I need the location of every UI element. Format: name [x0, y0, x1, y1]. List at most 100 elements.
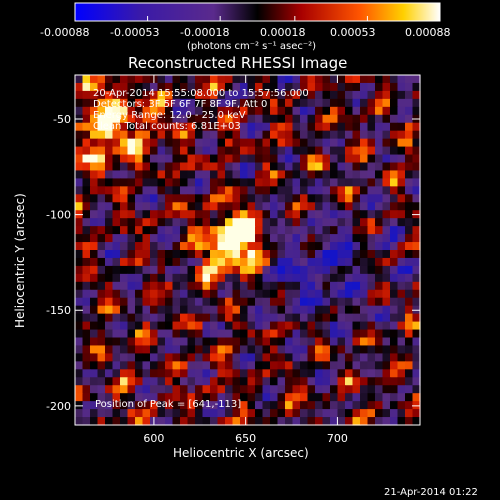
heatmap-cell — [337, 170, 346, 179]
heatmap-cell — [330, 138, 339, 148]
heatmap-cell — [232, 273, 241, 283]
heatmap-cell — [405, 337, 414, 347]
heatmap-cell — [75, 170, 84, 179]
heatmap-cell — [165, 162, 174, 172]
heatmap-cell — [127, 226, 136, 235]
heatmap-cell — [82, 289, 91, 299]
heatmap-cell — [210, 114, 219, 124]
heatmap-cell — [247, 313, 256, 323]
heatmap-cell — [225, 114, 234, 124]
heatmap-cell — [210, 321, 219, 331]
heatmap-cell — [75, 273, 84, 283]
heatmap-cell — [187, 130, 196, 140]
heatmap-cell — [90, 329, 99, 339]
heatmap-cell — [240, 194, 249, 203]
heatmap-cell — [292, 130, 301, 140]
heatmap-cell — [292, 361, 301, 370]
heatmap-cell — [292, 146, 301, 156]
heatmap-cell — [240, 234, 249, 243]
heatmap-cell — [165, 82, 174, 92]
heatmap-cell — [367, 106, 376, 116]
heatmap-cell — [232, 321, 241, 331]
heatmap-cell — [300, 234, 309, 243]
heatmap-cell — [360, 297, 369, 307]
heatmap-cell — [315, 146, 324, 156]
heatmap-cell — [337, 138, 346, 148]
heatmap-cell — [270, 146, 279, 156]
heatmap-cell — [165, 281, 174, 291]
heatmap-cell — [360, 98, 369, 108]
heatmap-cell — [360, 393, 369, 402]
heatmap-cell — [367, 409, 376, 418]
heatmap-cell — [262, 178, 271, 187]
heatmap-cell — [255, 369, 264, 378]
heatmap-cell — [285, 369, 294, 378]
heatmap-cell — [150, 377, 159, 386]
heatmap-cell — [300, 393, 309, 402]
heatmap-cell — [390, 369, 399, 378]
heatmap-cell — [390, 265, 399, 275]
heatmap-cell — [285, 186, 294, 195]
heatmap-cell — [300, 401, 309, 410]
heatmap-cell — [247, 377, 256, 386]
heatmap-cell — [210, 75, 219, 84]
heatmap-cell — [277, 146, 286, 156]
heatmap-cell — [375, 218, 384, 227]
heatmap-cell — [255, 154, 264, 164]
heatmap-cell — [202, 297, 211, 307]
heatmap-cell — [217, 242, 226, 251]
heatmap-cell — [315, 98, 324, 108]
heatmap-cell — [330, 337, 339, 347]
heatmap-cell — [270, 377, 279, 386]
heatmap-cell — [405, 401, 414, 410]
heatmap-cell — [120, 106, 129, 116]
heatmap-cell — [337, 75, 346, 84]
heatmap-cell — [165, 234, 174, 243]
heatmap-cell — [397, 242, 406, 251]
heatmap-cell — [375, 90, 384, 100]
heatmap-cell — [97, 210, 106, 219]
heatmap-cell — [345, 218, 354, 227]
heatmap-cell — [210, 90, 219, 100]
heatmap-cell — [202, 178, 211, 187]
heatmap-cell — [180, 353, 189, 362]
heatmap-cell — [195, 369, 204, 378]
heatmap-cell — [195, 210, 204, 219]
heatmap-cell — [97, 122, 106, 132]
heatmap-cell — [127, 265, 136, 275]
heatmap-cell — [225, 98, 234, 108]
heatmap-cell — [382, 75, 391, 84]
heatmap-cell — [172, 130, 181, 140]
heatmap-cell — [337, 82, 346, 92]
heatmap-cell — [195, 353, 204, 362]
heatmap-cell — [195, 281, 204, 291]
heatmap-cell — [135, 218, 144, 227]
heatmap-cell — [225, 202, 234, 211]
heatmap-cell — [397, 305, 406, 315]
heatmap-cell — [97, 265, 106, 275]
heatmap-cell — [120, 210, 129, 219]
heatmap-cell — [397, 178, 406, 187]
heatmap-cell — [262, 186, 271, 195]
heatmap-cell — [300, 170, 309, 179]
heatmap-cell — [270, 345, 279, 354]
heatmap-cell — [180, 250, 189, 259]
heatmap-cell — [232, 242, 241, 251]
heatmap-cell — [345, 122, 354, 132]
heatmap-cell — [330, 242, 339, 251]
heatmap-cell — [270, 273, 279, 283]
heatmap-cell — [322, 361, 331, 370]
heatmap-cell — [97, 337, 106, 347]
heatmap-cell — [375, 345, 384, 354]
heatmap-cell — [202, 170, 211, 179]
heatmap-cell — [270, 194, 279, 203]
heatmap-cell — [255, 385, 264, 394]
heatmap-cell — [412, 234, 421, 243]
heatmap-cell — [232, 75, 241, 84]
heatmap-cell — [240, 170, 249, 179]
heatmap-cell — [412, 250, 421, 259]
heatmap-cell — [195, 106, 204, 116]
heatmap-cell — [157, 393, 166, 402]
heatmap-cell — [82, 130, 91, 140]
